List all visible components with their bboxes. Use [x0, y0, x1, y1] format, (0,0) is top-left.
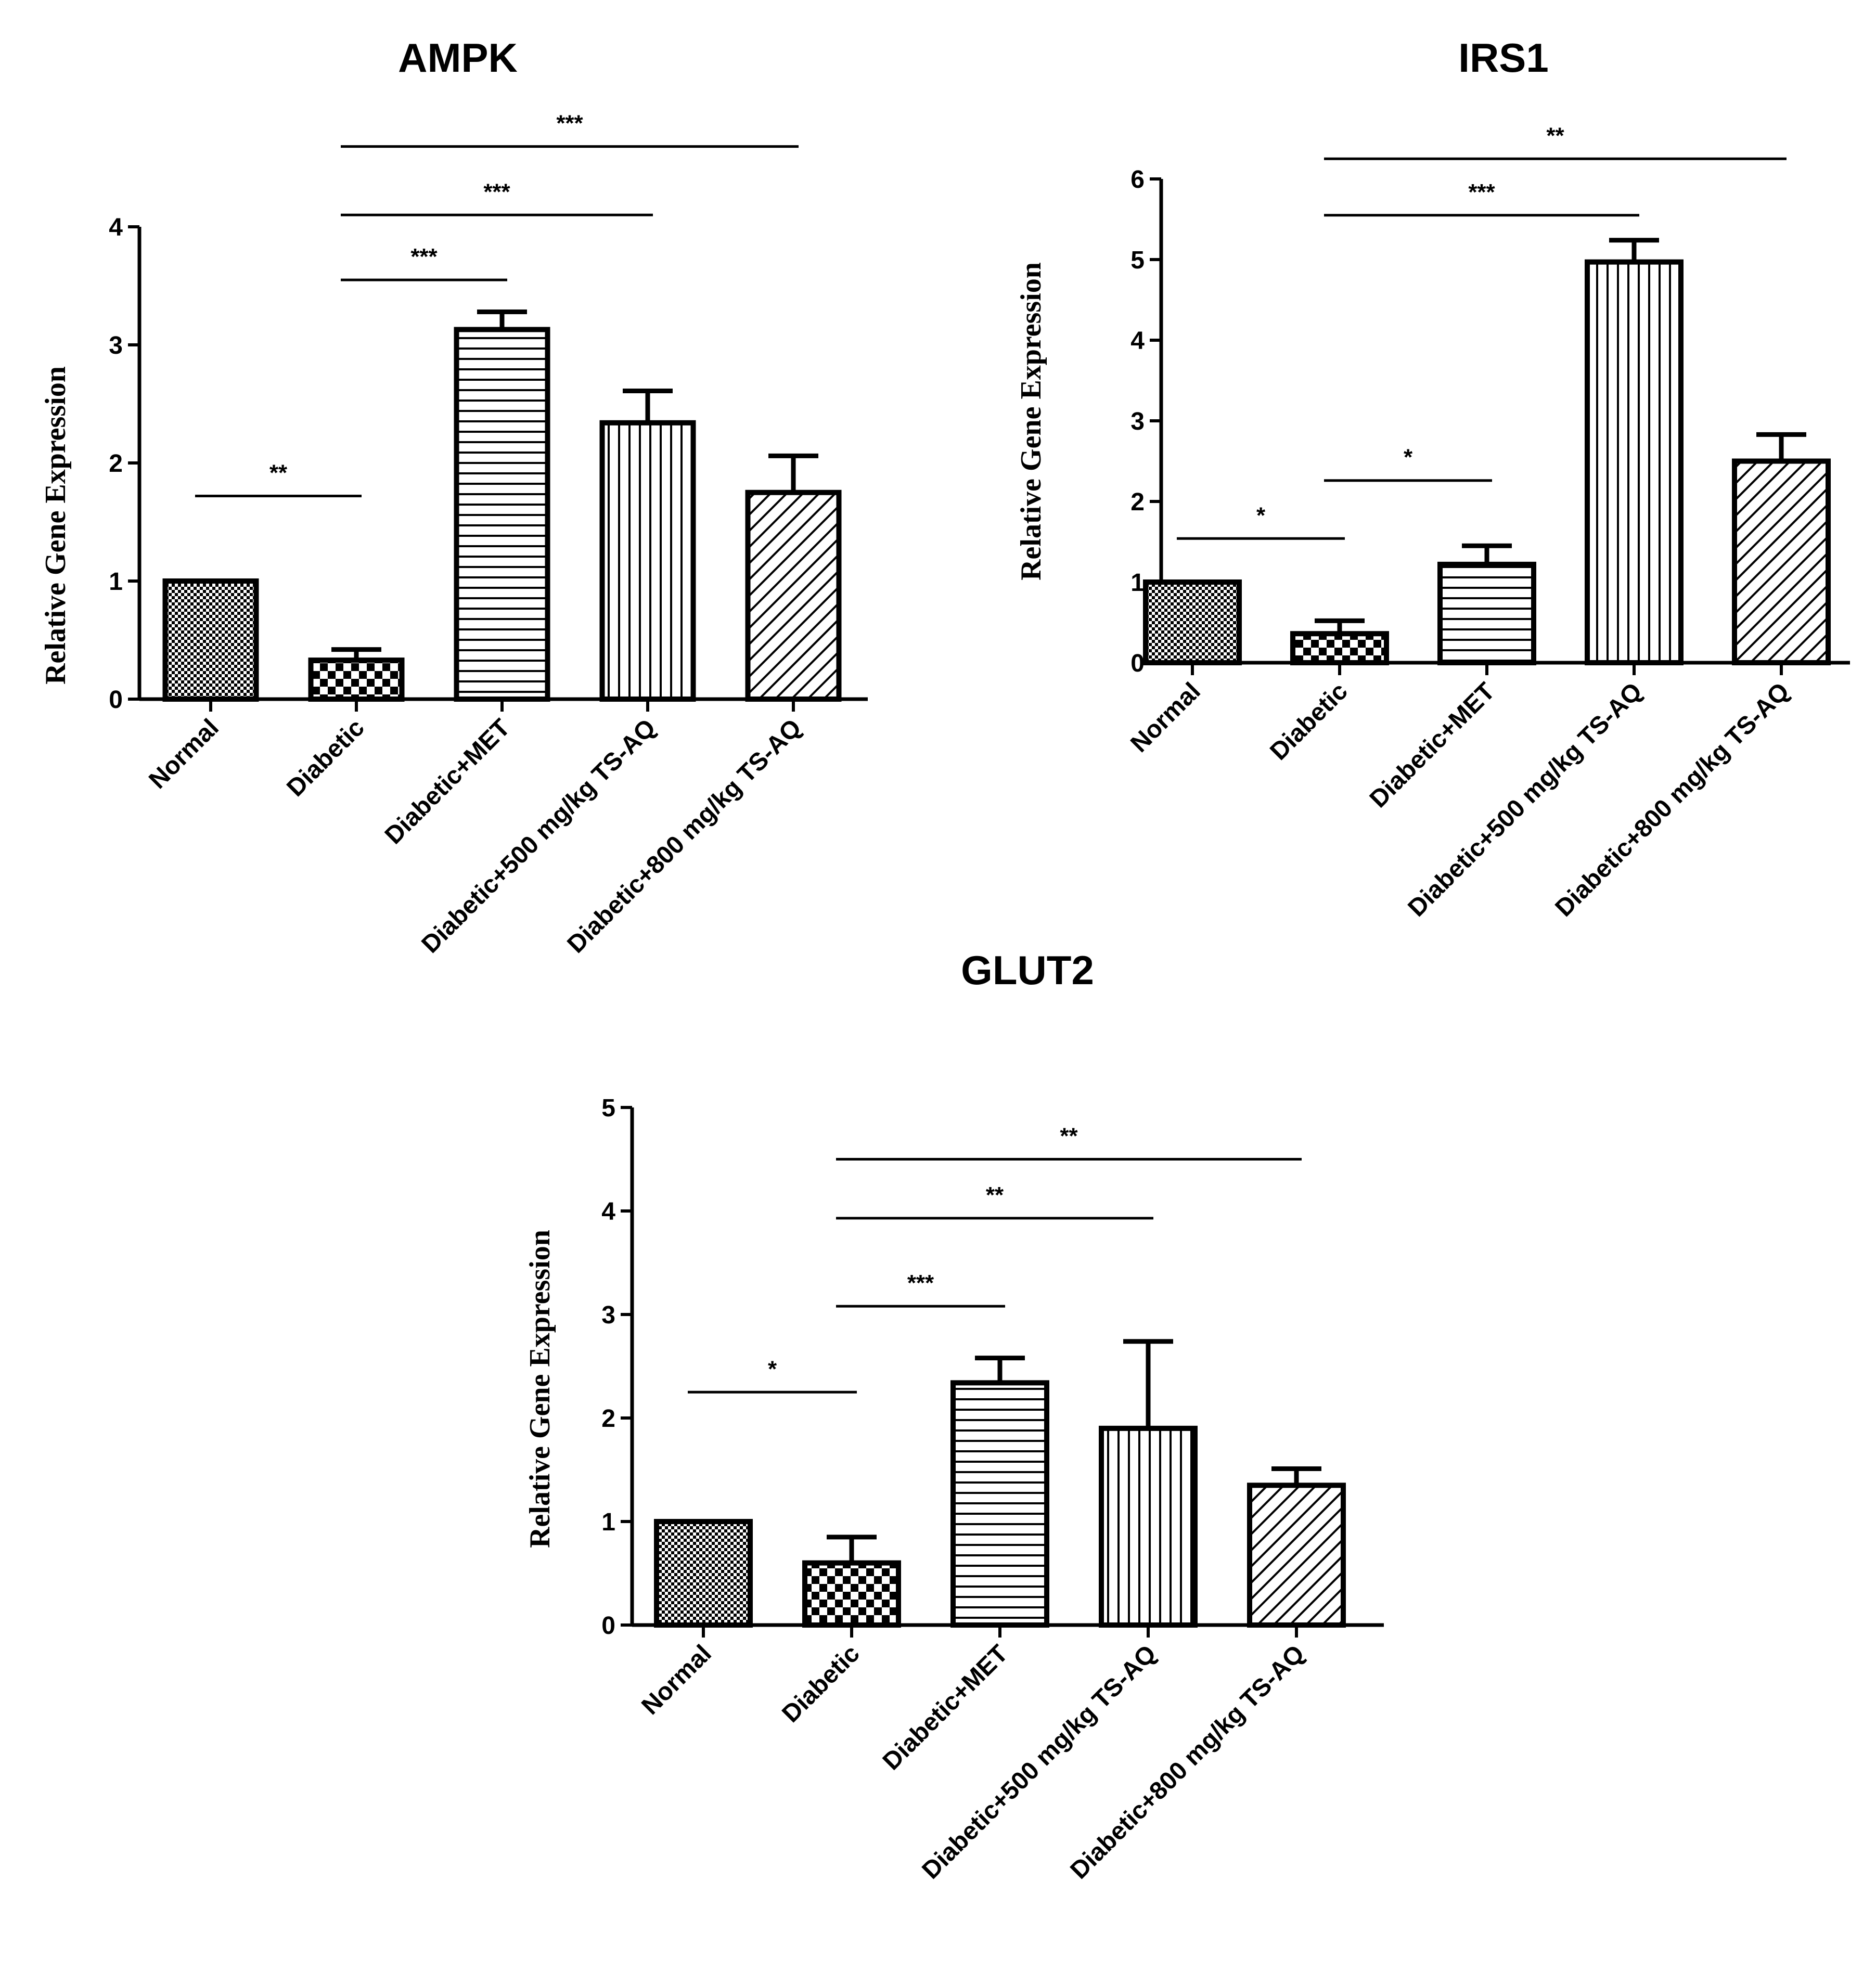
glut2-bar	[950, 1380, 1049, 1628]
irs1-y-tick-label: 5	[1130, 247, 1145, 274]
irs1-category-label: Normal	[1125, 677, 1205, 757]
ampk-significance-label: ***	[556, 111, 583, 136]
ampk-category-label: Diabetic+MET	[380, 714, 516, 849]
glut2-significance-label: ***	[907, 1270, 934, 1296]
irs1-significance-label: **	[1546, 123, 1564, 148]
irs1-category-label: Diabetic+500 mg/kg TS-AQ	[1403, 677, 1647, 922]
glut2-category-label: Diabetic+500 mg/kg TS-AQ	[917, 1640, 1161, 1884]
irs1-bar	[1585, 259, 1684, 665]
glut2-significance-label: *	[768, 1356, 777, 1382]
ampk-bar	[599, 420, 696, 702]
irs1-title: IRS1	[1458, 35, 1548, 81]
panel-irs1: IRS1 Relative Gene Expression 0 1 2 3 4 5 6 Nor…	[1015, 35, 1850, 922]
glut2-significance-label: **	[1060, 1124, 1078, 1149]
glut2-y-tick-label: 0	[601, 1612, 615, 1640]
irs1-category-label: Diabetic+MET	[1365, 677, 1500, 813]
ampk-y-tick-label: 0	[109, 686, 123, 714]
ampk-significance-label: ***	[410, 244, 438, 269]
irs1-bar	[1437, 561, 1536, 666]
irs1-category-label: Diabetic	[1265, 677, 1353, 766]
glut2-bar	[802, 1560, 901, 1628]
irs1-bar	[1143, 579, 1242, 665]
irs1-y-tick-label: 2	[1130, 488, 1145, 516]
glut2-significance-label: **	[986, 1182, 1004, 1208]
irs1-y-tick-label: 1	[1130, 569, 1145, 597]
ampk-y-tick-label: 3	[109, 332, 123, 359]
glut2-y-axis-title: Relative Gene Expression	[524, 1230, 556, 1548]
ampk-category-label: Diabetic	[281, 714, 370, 802]
ampk-bar	[308, 658, 405, 702]
irs1-y-tick-label: 0	[1130, 650, 1145, 677]
glut2-y-tick-label: 5	[601, 1094, 615, 1122]
glut2-y-tick-label: 3	[601, 1301, 615, 1329]
glut2-category-label: Diabetic+800 mg/kg TS-AQ	[1065, 1640, 1309, 1884]
ampk-y-axis-title: Relative Gene Expression	[40, 366, 72, 685]
ampk-y-tick-label: 2	[109, 450, 123, 478]
glut2-y-tick-label: 4	[601, 1198, 615, 1226]
glut2-title: GLUT2	[961, 947, 1094, 993]
irs1-significance-label: *	[1256, 502, 1266, 528]
glut2-category-label: Diabetic	[777, 1640, 865, 1728]
ampk-significance-label: **	[269, 460, 288, 486]
panel-glut2: GLUT2 Relative Gene Expression 0 1 2 3 4 5 Nor…	[524, 947, 1384, 1885]
ampk-y-tick-label: 4	[109, 214, 123, 241]
glut2-category-label: Diabetic+MET	[878, 1640, 1013, 1775]
glut2-y-tick-label: 1	[601, 1509, 615, 1536]
ampk-category-label: Diabetic+800 mg/kg TS-AQ	[562, 714, 806, 958]
ampk-title: AMPK	[398, 35, 518, 81]
glut2-bar	[1099, 1425, 1198, 1628]
ampk-category-label: Diabetic+500 mg/kg TS-AQ	[416, 714, 661, 958]
ampk-bar	[454, 327, 550, 702]
glut2-bar	[1247, 1483, 1346, 1628]
irs1-bar	[1290, 631, 1389, 665]
irs1-y-axis-title: Relative Gene Expression	[1015, 262, 1047, 581]
ampk-bar	[745, 489, 842, 702]
ampk-bar	[162, 578, 259, 702]
irs1-bar	[1732, 458, 1831, 665]
ampk-y-tick-label: 1	[109, 568, 123, 596]
ampk-significance-label: ***	[483, 179, 510, 204]
irs1-significance-label: ***	[1468, 179, 1495, 205]
panel-ampk: AMPK Relative Gene Expression 0 1 2 3 4 Norma…	[40, 35, 868, 959]
irs1-y-tick-label: 3	[1130, 408, 1145, 435]
ampk-category-label: Normal	[144, 714, 224, 794]
irs1-significance-label: *	[1404, 445, 1413, 470]
glut2-y-tick-label: 2	[601, 1405, 615, 1433]
irs1-y-tick-label: 4	[1130, 327, 1145, 355]
irs1-category-label: Diabetic+800 mg/kg TS-AQ	[1550, 677, 1794, 922]
irs1-y-tick-label: 6	[1130, 166, 1145, 194]
glut2-bar	[654, 1519, 753, 1628]
glut2-category-label: Normal	[636, 1640, 716, 1720]
